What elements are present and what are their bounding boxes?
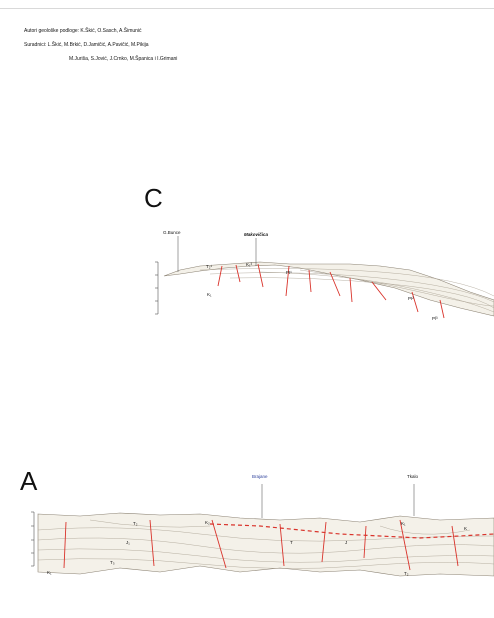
section-c-letter: C <box>144 183 163 213</box>
section-a-markers <box>261 484 415 518</box>
section-c-unit-1: T₂¹ <box>206 264 212 269</box>
section-c-unit-3: PI¹ <box>286 270 292 275</box>
section-a-unit-7: J <box>345 540 348 545</box>
section-c-unit-2: K₁ <box>207 292 212 297</box>
page-top-border <box>0 0 494 9</box>
section-c-unit-6: Pl³ <box>432 316 438 321</box>
section-a-unit-6: T₃ <box>110 560 115 565</box>
section-c-scale <box>155 261 159 315</box>
section-a-unit-8: K₁ <box>401 521 406 526</box>
section-a-unit-5: T <box>290 540 293 545</box>
section-a-letter: A <box>20 466 38 496</box>
section-c-unit-5: PI² <box>408 296 414 301</box>
section-a-unit-1: K₁ <box>47 570 52 575</box>
section-a-unit-3: J₁ <box>126 540 130 545</box>
section-a-unit-4: K₂ <box>205 520 210 525</box>
section-c-place-2: Makovičica <box>244 232 269 237</box>
credits-authors: Autori geološke podloge: K.Škić, O.Sasch… <box>24 28 142 34</box>
section-a-faults <box>63 519 459 571</box>
section-c-strata <box>199 268 494 313</box>
section-c-markers <box>177 236 257 272</box>
section-a-place-1: Brajane <box>252 474 268 479</box>
section-a-thrust-fault <box>209 523 494 539</box>
section-c-place-1: G.Bunce <box>163 230 181 235</box>
credits-collaborators: Suradnici: L.Škić, M.Brkić, D.Jamičić, A… <box>24 42 149 48</box>
section-c-unit-4: K₁³ <box>246 262 253 267</box>
section-a-scale <box>31 511 35 567</box>
section-c-body <box>163 261 494 317</box>
section-a-unit-9: T₂ <box>404 571 409 576</box>
credits-block: Autori geološke podloge: K.Škić, O.Sasch… <box>24 24 177 66</box>
credits-collaborators-cont: M.Juriša, S.Jović, J.Crnko, M.Španica i … <box>69 56 178 62</box>
section-a-unit-10: K <box>464 526 468 531</box>
section-a-place-2: Tkalo <box>407 474 419 479</box>
section-c-faults <box>217 263 445 319</box>
section-a-unit-2: T₂ <box>133 521 138 526</box>
